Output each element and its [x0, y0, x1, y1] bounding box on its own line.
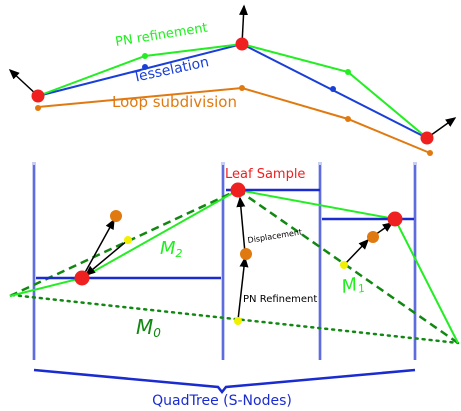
- sample-dot: [234, 317, 242, 325]
- tesselation-vertex: [330, 86, 336, 92]
- pn-vertex: [345, 69, 351, 75]
- pn-sample-dot: [240, 248, 252, 260]
- m1-label-base: M: [340, 274, 360, 298]
- loop-subdivision-curve: [37, 86, 431, 154]
- m1-dashed-line: [237, 188, 459, 345]
- arrow-icon: [84, 239, 129, 276]
- leaf-sample-label: Leaf Sample: [225, 167, 305, 182]
- m1-label-sub: 1: [357, 281, 367, 295]
- tesselation-curve: [37, 42, 428, 139]
- tesselation-vertex: [142, 64, 148, 70]
- vertex-dot: [74, 270, 90, 286]
- vertex-dot: [420, 131, 434, 145]
- pn-sample-dot: [367, 231, 379, 243]
- m2-label: M2: [160, 238, 183, 260]
- pn-refinement-label: PN refinement: [114, 21, 208, 50]
- arrow-icon: [343, 238, 370, 266]
- quadtree-label: QuadTree (S-Nodes): [152, 393, 292, 409]
- vertex-dot: [230, 182, 246, 198]
- top-panel: PN refinement Tesselation Loop subdivisi…: [8, 4, 457, 156]
- loop-vertex: [239, 85, 245, 91]
- pn-refinement-curve: [37, 42, 428, 139]
- quadtree-bracket: [33, 368, 416, 395]
- m2-label-sub: 2: [176, 247, 183, 260]
- vertex-dot: [31, 89, 45, 103]
- pn-vertex: [142, 53, 148, 59]
- sample-dot: [340, 261, 348, 269]
- loop-subdivision-label: Loop subdivision: [112, 93, 237, 111]
- loop-vertex: [427, 150, 433, 156]
- pn-refinement-arrow-label: PN Refinement: [243, 294, 317, 305]
- m0-label-sub: 0: [153, 326, 161, 340]
- loop-vertex: [35, 105, 41, 111]
- vertex-dot: [235, 37, 249, 51]
- pn-sample-dot: [110, 210, 122, 222]
- bottom-panel: Leaf Sample Displacement PN Refinement M…: [9, 162, 460, 409]
- m1-label: M1: [340, 273, 367, 299]
- arrow-icon: [236, 196, 246, 254]
- m2-label-base: M: [160, 238, 176, 259]
- sample-dot: [124, 236, 132, 244]
- m0-label: M0: [136, 315, 161, 340]
- m0-label-base: M: [136, 315, 153, 339]
- loop-vertex: [345, 116, 351, 122]
- displacement-label: Displacement: [247, 227, 303, 244]
- tesselation-label: Tesselation: [131, 54, 211, 86]
- vertex-dot: [387, 211, 403, 227]
- arrow-icon: [237, 256, 249, 321]
